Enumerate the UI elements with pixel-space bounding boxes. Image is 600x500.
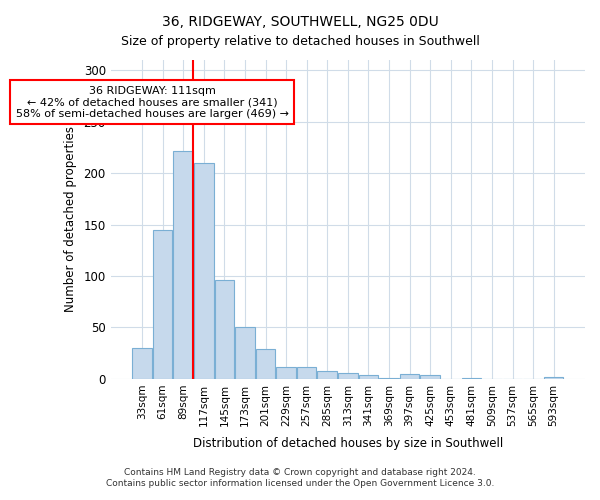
Bar <box>421 375 440 379</box>
Bar <box>173 150 193 379</box>
Bar <box>461 378 481 379</box>
Text: Contains HM Land Registry data © Crown copyright and database right 2024.
Contai: Contains HM Land Registry data © Crown c… <box>106 468 494 487</box>
Bar <box>338 372 358 379</box>
Bar <box>379 378 399 379</box>
Bar <box>215 280 234 379</box>
Bar <box>277 366 296 379</box>
Bar <box>317 370 337 379</box>
Bar <box>194 163 214 379</box>
Bar <box>132 348 152 379</box>
Bar <box>235 328 255 379</box>
X-axis label: Distribution of detached houses by size in Southwell: Distribution of detached houses by size … <box>193 437 503 450</box>
Bar <box>359 375 378 379</box>
Bar <box>297 366 316 379</box>
Bar <box>153 230 172 379</box>
Bar <box>544 377 563 379</box>
Y-axis label: Number of detached properties: Number of detached properties <box>64 126 77 312</box>
Text: 36, RIDGEWAY, SOUTHWELL, NG25 0DU: 36, RIDGEWAY, SOUTHWELL, NG25 0DU <box>161 15 439 29</box>
Text: 36 RIDGEWAY: 111sqm
← 42% of detached houses are smaller (341)
58% of semi-detac: 36 RIDGEWAY: 111sqm ← 42% of detached ho… <box>16 86 289 119</box>
Bar <box>256 349 275 379</box>
Text: Size of property relative to detached houses in Southwell: Size of property relative to detached ho… <box>121 35 479 48</box>
Bar <box>400 374 419 379</box>
